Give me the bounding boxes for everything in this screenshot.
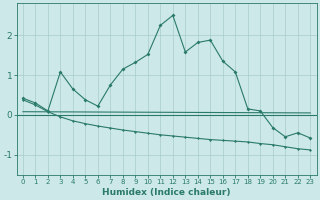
X-axis label: Humidex (Indice chaleur): Humidex (Indice chaleur) [102, 188, 231, 197]
